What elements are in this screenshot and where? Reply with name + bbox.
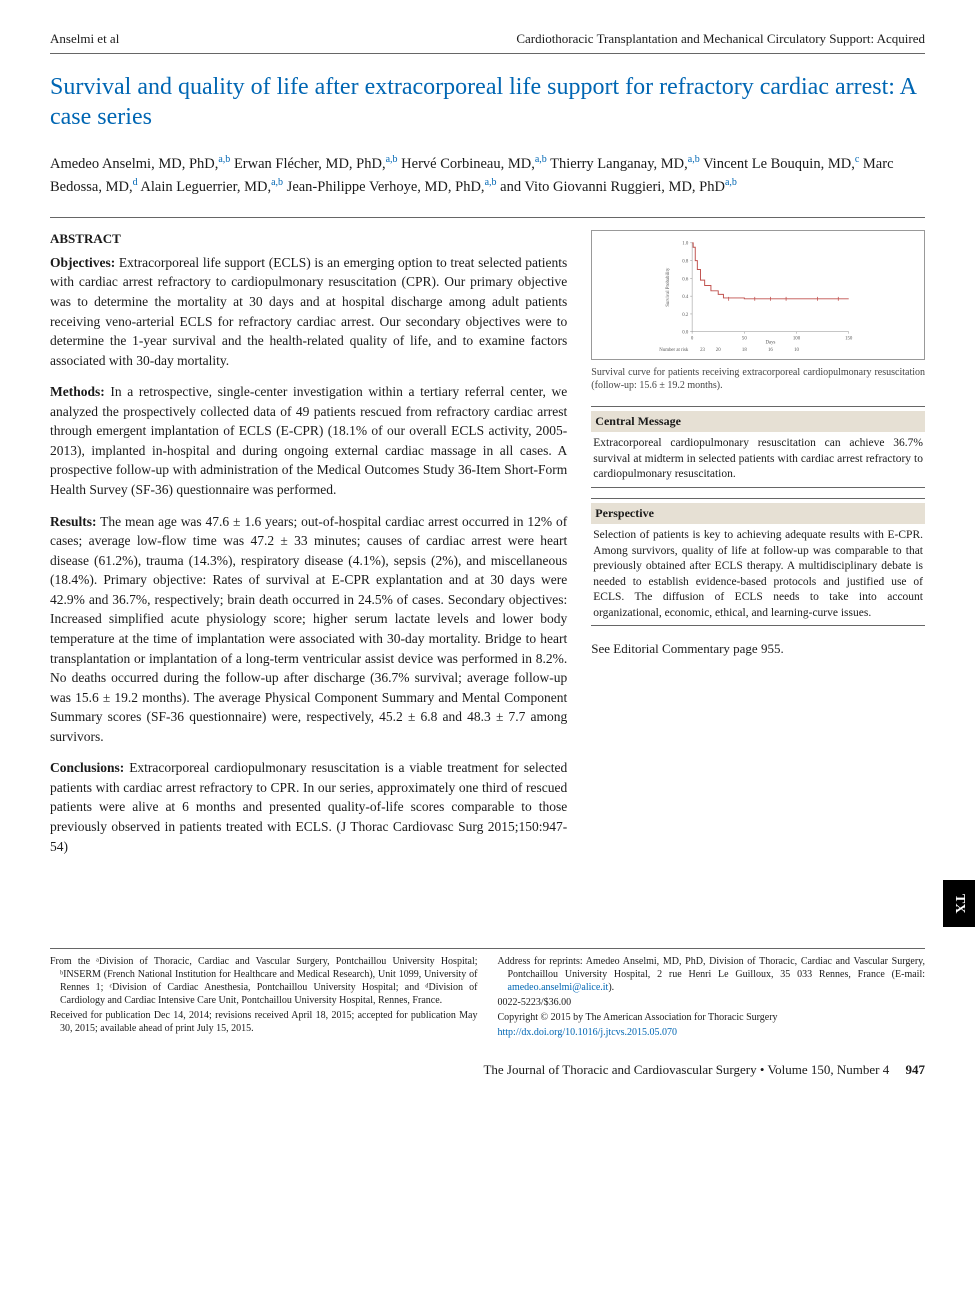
svg-text:0: 0 [691, 336, 694, 341]
results-label: Results: [50, 514, 97, 529]
svg-text:10: 10 [794, 348, 799, 353]
svg-text:18: 18 [742, 348, 747, 353]
svg-text:20: 20 [716, 348, 721, 353]
abstract-results: Results: The mean age was 47.6 ± 1.6 yea… [50, 512, 567, 747]
reprint-address: Address for reprints: Amedeo Anselmi, MD… [498, 955, 926, 994]
svg-text:0.4: 0.4 [682, 295, 689, 300]
corresponding-email[interactable]: amedeo.anselmi@alice.it [508, 982, 609, 993]
svg-text:0.8: 0.8 [682, 260, 689, 265]
svg-text:23: 23 [700, 348, 705, 353]
svg-text:16: 16 [768, 348, 773, 353]
abstract-methods: Methods: In a retrospective, single-cent… [50, 382, 567, 499]
doi-link[interactable]: http://dx.doi.org/10.1016/j.jtcvs.2015.0… [498, 1027, 678, 1038]
article-title: Survival and quality of life after extra… [50, 72, 925, 132]
page-footer: The Journal of Thoracic and Cardiovascul… [50, 1061, 925, 1080]
page-number: 947 [906, 1062, 926, 1077]
central-message-heading: Central Message [591, 411, 925, 432]
perspective-box: Perspective Selection of patients is key… [591, 498, 925, 626]
central-message-body: Extracorporeal cardiopulmonary resuscita… [591, 436, 925, 483]
svg-text:0.2: 0.2 [682, 313, 689, 318]
survival-curve-figure: 0.0 0.2 0.4 0.6 0.8 1.0 0 50 100 150 Days Survival … [591, 230, 925, 360]
running-header: Anselmi et al Cardiothoracic Transplanta… [50, 30, 925, 54]
svg-text:Days: Days [766, 340, 776, 345]
svg-text:Number at risk: Number at risk [660, 348, 690, 353]
divider [50, 217, 925, 218]
abstract-heading: ABSTRACT [50, 230, 567, 249]
affiliations: From the ᵃDivision of Thoracic, Cardiac … [50, 955, 478, 1007]
copyright: Copyright © 2015 by The American Associa… [498, 1011, 926, 1024]
figure-caption: Survival curve for patients receiving ex… [591, 366, 925, 392]
objectives-label: Objectives: [50, 255, 115, 270]
svg-text:50: 50 [742, 336, 747, 341]
author-list: Amedeo Anselmi, MD, PhD,a,b Erwan Fléche… [50, 152, 925, 199]
svg-text:1.0: 1.0 [682, 242, 689, 247]
header-section: Cardiothoracic Transplantation and Mecha… [516, 30, 925, 49]
journal-citation: The Journal of Thoracic and Cardiovascul… [483, 1062, 889, 1077]
footnotes: From the ᵃDivision of Thoracic, Cardiac … [50, 948, 925, 1041]
conclusions-label: Conclusions: [50, 760, 124, 775]
abstract-objectives: Objectives: Extracorporeal life support … [50, 253, 567, 370]
section-tab: TX [943, 880, 975, 927]
svg-text:100: 100 [793, 336, 801, 341]
svg-text:150: 150 [845, 336, 853, 341]
methods-label: Methods: [50, 384, 105, 399]
svg-text:0.6: 0.6 [682, 277, 689, 282]
abstract-column: ABSTRACT Objectives: Extracorporeal life… [50, 230, 567, 868]
sidebar-column: 0.0 0.2 0.4 0.6 0.8 1.0 0 50 100 150 Days Survival … [591, 230, 925, 868]
editorial-commentary-ref: See Editorial Commentary page 955. [591, 640, 925, 659]
abstract-conclusions: Conclusions: Extracorporeal cardiopulmon… [50, 758, 567, 856]
perspective-body: Selection of patients is key to achievin… [591, 528, 925, 621]
header-authors: Anselmi et al [50, 30, 119, 49]
issn: 0022-5223/$36.00 [498, 996, 926, 1009]
publication-dates: Received for publication Dec 14, 2014; r… [50, 1009, 478, 1035]
svg-text:Survival Probability: Survival Probability [666, 267, 671, 307]
perspective-heading: Perspective [591, 503, 925, 524]
svg-text:0.0: 0.0 [682, 331, 689, 336]
central-message-box: Central Message Extracorporeal cardiopul… [591, 406, 925, 488]
